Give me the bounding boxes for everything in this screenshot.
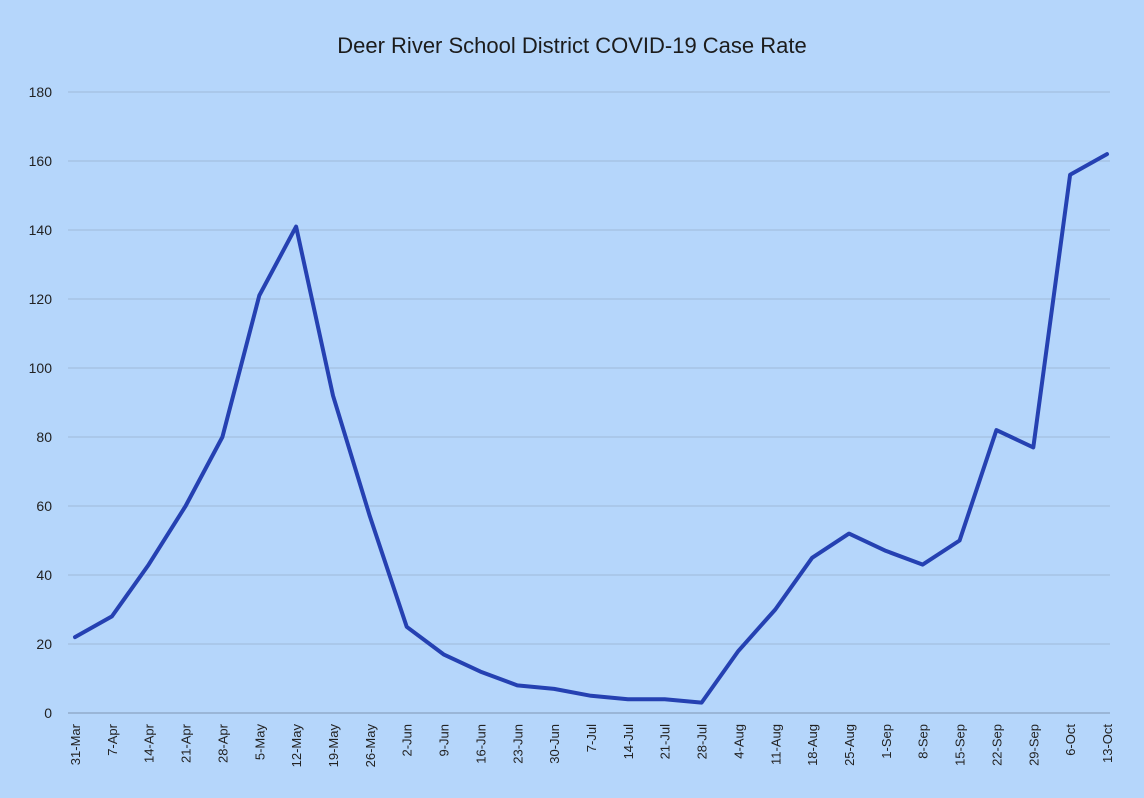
x-tick-label: 22-Sep	[989, 724, 1004, 766]
x-tick-label: 30-Jun	[547, 724, 562, 764]
y-tick-label: 160	[29, 153, 53, 169]
x-tick-label: 1-Sep	[879, 724, 894, 759]
x-tick-label: 21-Jul	[658, 724, 673, 760]
x-tick-label: 14-Jul	[621, 724, 636, 760]
y-axis-ticks: 0 20 40 60 80 100 120 140 160 180	[29, 84, 53, 721]
x-tick-label: 25-Aug	[842, 724, 857, 766]
x-tick-label: 28-Jul	[695, 724, 710, 760]
y-tick-label: 140	[29, 222, 53, 238]
x-tick-label: 23-Jun	[510, 724, 525, 764]
y-tick-label: 180	[29, 84, 53, 100]
y-tick-label: 100	[29, 360, 53, 376]
y-tick-label: 60	[36, 498, 52, 514]
x-tick-label: 21-Apr	[179, 723, 194, 763]
y-tick-label: 20	[36, 636, 52, 652]
x-tick-label: 14-Apr	[142, 723, 157, 763]
x-tick-label: 7-Jul	[584, 724, 599, 752]
x-tick-label: 8-Sep	[916, 724, 931, 759]
x-tick-label: 9-Jun	[437, 724, 452, 757]
series-group	[73, 152, 1109, 705]
x-tick-label: 26-May	[363, 724, 378, 768]
y-tick-label: 80	[36, 429, 52, 445]
x-tick-label: 12-May	[289, 724, 304, 768]
x-tick-label: 7-Apr	[105, 723, 120, 755]
chart-title: Deer River School District COVID-19 Case…	[337, 33, 806, 58]
x-tick-label: 4-Aug	[731, 724, 746, 759]
x-tick-label: 6-Oct	[1063, 724, 1078, 756]
x-tick-label: 18-Aug	[805, 724, 820, 766]
x-tick-label: 31-Mar	[68, 723, 83, 765]
x-tick-label: 2-Jun	[400, 724, 415, 757]
x-axis-ticks: 31-Mar 7-Apr 14-Apr 21-Apr 28-Apr 5-May 12-May…	[68, 723, 1115, 767]
x-tick-label: 5-May	[252, 724, 267, 761]
series-line	[73, 152, 1109, 705]
x-tick-label: 11-Aug	[768, 724, 783, 765]
y-tick-label: 40	[36, 567, 52, 583]
x-tick-label: 29-Sep	[1026, 724, 1041, 766]
x-tick-label: 28-Apr	[215, 723, 230, 763]
gridlines	[68, 91, 1110, 714]
y-tick-label: 120	[29, 291, 53, 307]
x-tick-label: 13-Oct	[1100, 724, 1115, 763]
x-tick-label: 16-Jun	[473, 724, 488, 764]
x-tick-label: 15-Sep	[953, 724, 968, 766]
x-tick-label: 19-May	[326, 724, 341, 768]
y-tick-label: 0	[44, 705, 52, 721]
